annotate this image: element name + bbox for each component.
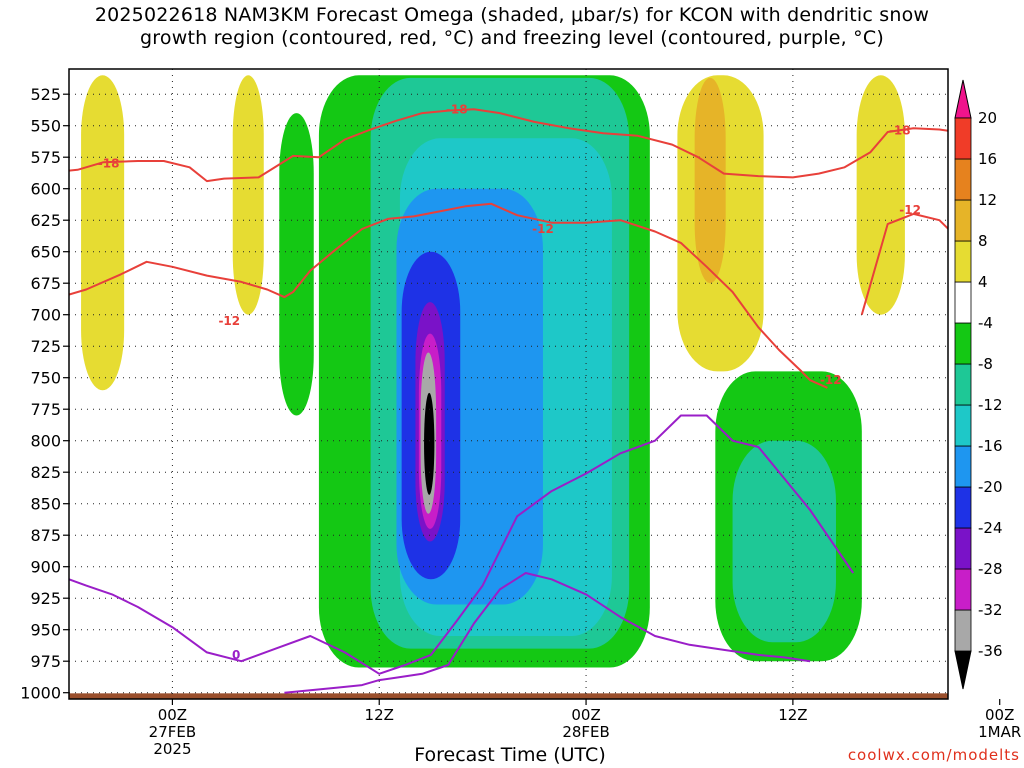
contour-line-2 xyxy=(860,212,948,315)
colorbar-label: -20 xyxy=(978,478,1003,496)
contour-line-1 xyxy=(69,202,828,389)
colorbar: -36 -32 -28 -24 -20 -16 -12 -8 -4 4 8 12 16 20 xyxy=(954,79,1003,690)
colorbar-label: -36 xyxy=(978,642,1003,660)
omega-shading xyxy=(81,75,905,668)
terrain-surface xyxy=(69,693,948,699)
y-tick-label: 900 xyxy=(30,558,61,577)
x-tick-label: 12Z xyxy=(778,706,807,724)
x-tick-label: 00Z xyxy=(571,706,600,724)
y-tick-label: 800 xyxy=(30,432,61,451)
contour-labels: -18 -18 -18 -12 -12 -12 -12 -12 0 xyxy=(98,102,1024,662)
watermark-text: coolwx.com/modelts xyxy=(847,746,1020,764)
colorbar-segment xyxy=(954,486,972,529)
contour-label-1-1: -12 xyxy=(218,314,240,328)
x-tick-label: 1MAR xyxy=(978,723,1021,741)
x-tick-label: 27FEB xyxy=(149,723,196,741)
colorbar-min-triangle xyxy=(954,650,972,690)
colorbar-label: 8 xyxy=(978,232,988,250)
contour-label-0-2: -18 xyxy=(889,124,911,138)
colorbar-label: -12 xyxy=(978,396,1003,414)
y-tick-label: 850 xyxy=(30,495,61,514)
y-tick-label: 650 xyxy=(30,243,61,262)
colorbar-label: -16 xyxy=(978,437,1003,455)
contour-label-2-1: -12 xyxy=(1015,391,1024,405)
colorbar-segment xyxy=(954,240,972,283)
contour-label-0-0: -18 xyxy=(98,157,120,171)
colorbar-segment xyxy=(954,281,972,324)
colorbar-label: -4 xyxy=(978,314,993,332)
y-tick-label: 750 xyxy=(30,369,61,388)
grid-lines xyxy=(69,69,948,699)
omega-region-16 xyxy=(732,440,836,643)
contour-label-1-2: -12 xyxy=(899,203,921,217)
colorbar-label: -24 xyxy=(978,519,1003,537)
x-tick-label: 28FEB xyxy=(562,723,609,741)
contour-line-3 xyxy=(69,414,855,675)
chart-subtitle: growth region (contoured, red, °C) and f… xyxy=(140,27,884,49)
y-tick-label: 1000 xyxy=(20,684,61,703)
omega-region-5 xyxy=(279,113,314,416)
contour-label-0-1: -18 xyxy=(446,102,468,116)
colorbar-label: 20 xyxy=(978,109,997,127)
omega-region-1 xyxy=(232,75,264,315)
colorbar-segment xyxy=(954,158,972,201)
plot-frame xyxy=(68,68,949,700)
omega-region-0 xyxy=(81,75,125,391)
colorbar-segment xyxy=(954,404,972,447)
contour-lines xyxy=(69,108,948,694)
chart-title-block: 2025022618 NAM3KM Forecast Omega (shaded… xyxy=(0,4,1024,50)
colorbar-segment xyxy=(954,363,972,406)
omega-region-4 xyxy=(694,77,726,284)
y-tick-label: 925 xyxy=(30,589,61,608)
y-tick-label: 700 xyxy=(30,306,61,325)
y-tick-label: 525 xyxy=(30,85,61,104)
colorbar-segment xyxy=(954,199,972,242)
contour-line-0 xyxy=(69,108,948,183)
y-tick-label: 625 xyxy=(30,211,61,230)
terrain-band xyxy=(69,693,948,699)
x-tick-label: 00Z xyxy=(985,706,1014,724)
y-tick-label: 825 xyxy=(30,463,61,482)
colorbar-segment xyxy=(954,322,972,365)
colorbar-label: -8 xyxy=(978,355,993,373)
colorbar-label: 16 xyxy=(978,150,997,168)
contour-label-2-0: -12 xyxy=(820,373,842,387)
colorbar-segment xyxy=(954,609,972,652)
colorbar-segment xyxy=(954,527,972,570)
contour-label-1-0: -12 xyxy=(532,222,554,236)
colorbar-segment xyxy=(954,117,972,160)
y-tick-label: 950 xyxy=(30,621,61,640)
colorbar-label: -28 xyxy=(978,560,1003,578)
chart-title: 2025022618 NAM3KM Forecast Omega (shaded… xyxy=(94,4,930,26)
y-tick-label: 600 xyxy=(30,180,61,199)
omega-region-3 xyxy=(856,75,905,315)
y-tick-label: 975 xyxy=(30,652,61,671)
colorbar-label: 4 xyxy=(978,273,988,291)
contour-label-bg xyxy=(1012,390,1024,404)
colorbar-segment xyxy=(954,568,972,611)
y-tick-label: 725 xyxy=(30,337,61,356)
contour-label-3-0: 0 xyxy=(232,648,240,662)
x-axis-label: Forecast Time (UTC) xyxy=(414,744,606,766)
y-tick-label: 575 xyxy=(30,148,61,167)
contour-line-4 xyxy=(284,572,811,694)
y-tick-label: 550 xyxy=(30,117,61,136)
x-tick-label: 12Z xyxy=(365,706,394,724)
y-axis-ticks: 525 550 575 600 625 650 675 700 725 750 775 800 825 8… xyxy=(20,85,69,703)
colorbar-segment xyxy=(954,445,972,488)
x-tick-label: 00Z xyxy=(158,706,187,724)
colorbar-label: -32 xyxy=(978,601,1003,619)
y-tick-label: 675 xyxy=(30,274,61,293)
x-tick-label: 2025 xyxy=(153,740,191,758)
omega-region-14 xyxy=(424,392,435,495)
y-tick-label: 775 xyxy=(30,400,61,419)
y-tick-label: 875 xyxy=(30,526,61,545)
colorbar-max-triangle xyxy=(954,79,972,119)
colorbar-label: 12 xyxy=(978,191,997,209)
